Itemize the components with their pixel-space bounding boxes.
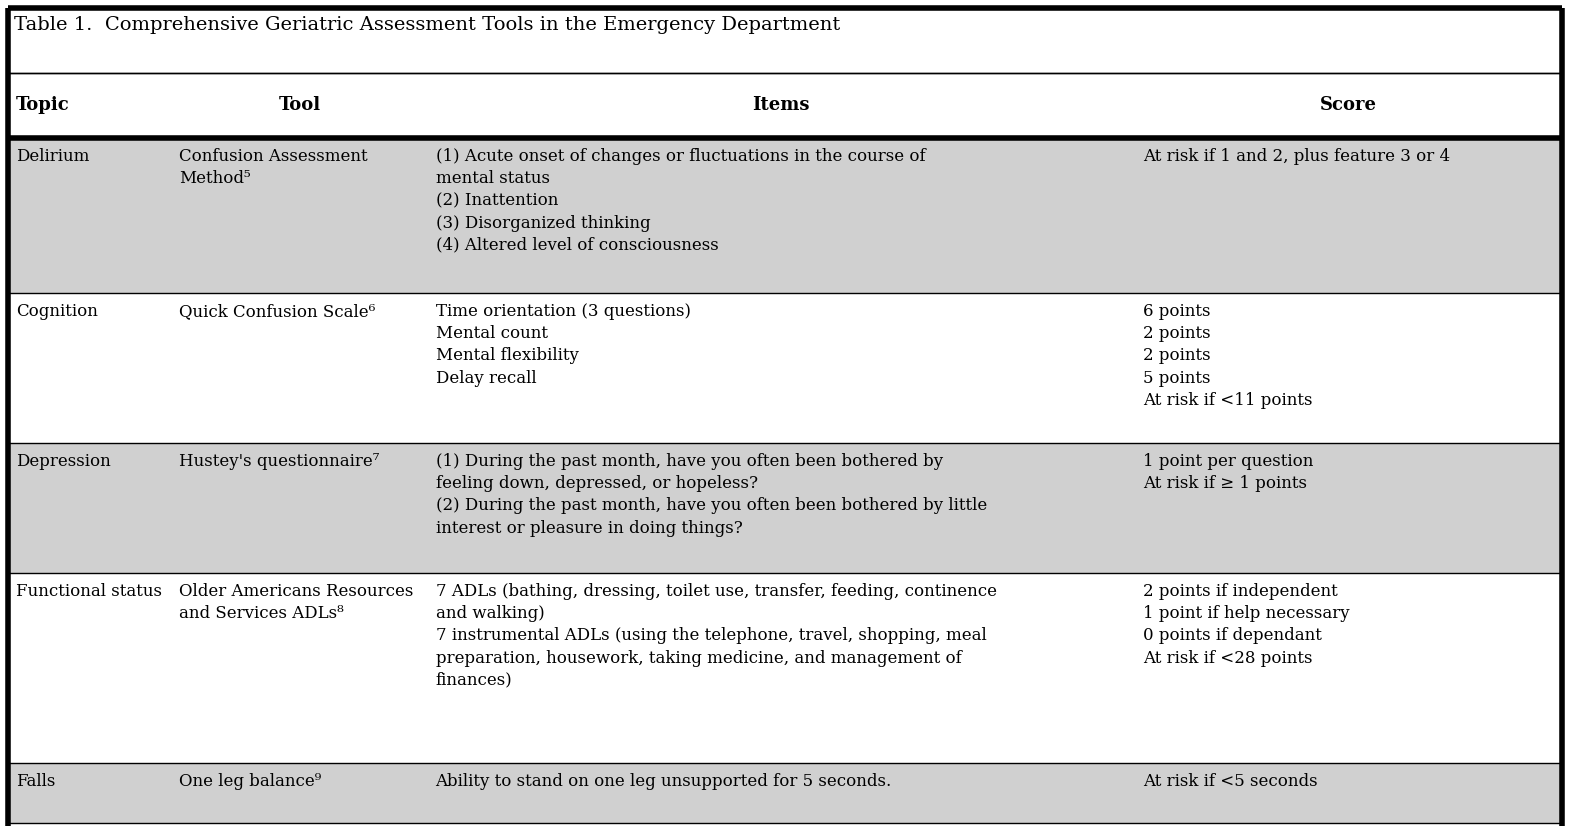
- Text: (1) Acute onset of changes or fluctuations in the course of
mental status
(2) In: (1) Acute onset of changes or fluctuatio…: [435, 148, 925, 254]
- Bar: [8, 73, 1562, 138]
- Text: 2 points if independent
1 point if help necessary
0 points if dependant
At risk : 2 points if independent 1 point if help …: [1143, 583, 1349, 667]
- Text: At risk if 1 and 2, plus feature 3 or 4: At risk if 1 and 2, plus feature 3 or 4: [1143, 148, 1449, 165]
- Text: Table 1.  Comprehensive Geriatric Assessment Tools in the Emergency Department: Table 1. Comprehensive Geriatric Assessm…: [14, 16, 840, 34]
- Text: Ability to stand on one leg unsupported for 5 seconds.: Ability to stand on one leg unsupported …: [435, 773, 892, 790]
- Text: Functional status: Functional status: [16, 583, 162, 600]
- Bar: [8, 443, 1562, 573]
- Text: (1) During the past month, have you often been bothered by
feeling down, depress: (1) During the past month, have you ofte…: [435, 453, 988, 537]
- Text: Time orientation (3 questions)
Mental count
Mental flexibility
Delay recall: Time orientation (3 questions) Mental co…: [435, 303, 691, 387]
- Text: Quick Confusion Scale⁶: Quick Confusion Scale⁶: [179, 303, 375, 320]
- Bar: [8, 8, 1562, 73]
- Bar: [8, 138, 1562, 293]
- Text: Older Americans Resources
and Services ADLs⁸: Older Americans Resources and Services A…: [179, 583, 413, 622]
- Bar: [8, 293, 1562, 443]
- Text: 7 ADLs (bathing, dressing, toilet use, transfer, feeding, continence
and walking: 7 ADLs (bathing, dressing, toilet use, t…: [435, 583, 997, 689]
- Text: Depression: Depression: [16, 453, 111, 470]
- Text: Confusion Assessment
Method⁵: Confusion Assessment Method⁵: [179, 148, 367, 188]
- Text: Topic: Topic: [16, 97, 69, 115]
- Text: Cognition: Cognition: [16, 303, 97, 320]
- Text: Items: Items: [752, 97, 810, 115]
- Text: 1 point per question
At risk if ≥ 1 points: 1 point per question At risk if ≥ 1 poin…: [1143, 453, 1313, 492]
- Bar: [8, 823, 1562, 826]
- Bar: [8, 573, 1562, 763]
- Text: Hustey's questionnaire⁷: Hustey's questionnaire⁷: [179, 453, 380, 470]
- Bar: [8, 763, 1562, 823]
- Text: Tool: Tool: [278, 97, 320, 115]
- Text: One leg balance⁹: One leg balance⁹: [179, 773, 322, 790]
- Text: At risk if <5 seconds: At risk if <5 seconds: [1143, 773, 1317, 790]
- Text: Delirium: Delirium: [16, 148, 89, 165]
- Text: Falls: Falls: [16, 773, 55, 790]
- Text: 6 points
2 points
2 points
5 points
At risk if <11 points: 6 points 2 points 2 points 5 points At r…: [1143, 303, 1313, 409]
- Text: Score: Score: [1320, 97, 1377, 115]
